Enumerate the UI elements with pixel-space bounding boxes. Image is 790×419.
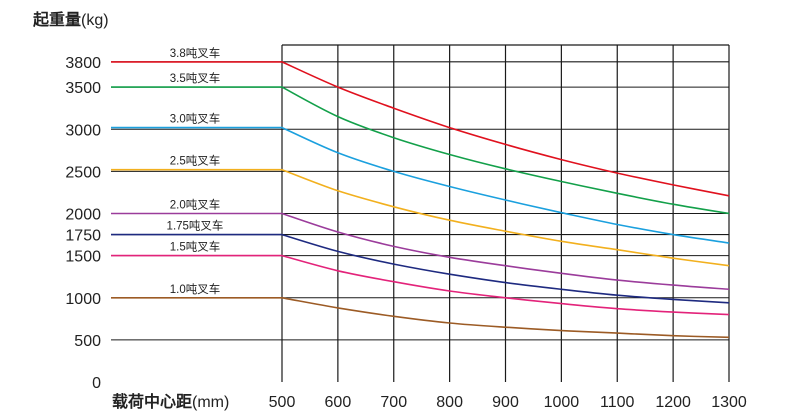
y-tick-label-3800: 3800 xyxy=(65,55,101,72)
y-axis-title-bold: 起重量 xyxy=(32,10,81,29)
y-tick-label-3000: 3000 xyxy=(65,122,101,139)
series-labels: 3.8吨叉车 3.5吨叉车 3.0吨叉车 2.5吨叉车 2.0吨叉车 1.75吨叉车 1.5… xyxy=(167,46,224,296)
series-label-0: 3.8吨叉车 xyxy=(170,46,221,60)
y-tick-label-1000: 1000 xyxy=(65,291,101,308)
series-label-7: 1.0吨叉车 xyxy=(170,282,221,296)
y-axis-title-unit: (kg) xyxy=(81,12,109,29)
x-tick-label-700: 700 xyxy=(380,394,407,411)
x-tick-label-800: 800 xyxy=(436,394,463,411)
x-axis-title-unit: (mm) xyxy=(192,394,229,411)
y-tick-label-2500: 2500 xyxy=(65,164,101,181)
x-tick-label-1200: 1200 xyxy=(655,394,691,411)
y-tick-label-1500: 1500 xyxy=(65,249,101,266)
y-axis-title: 起重量(kg) xyxy=(32,10,109,29)
series-label-4: 2.0吨叉车 xyxy=(170,198,221,212)
axis-ticks: 500 600 700 800 900 1000 1100 1200 1300 0 500 1000 1… xyxy=(65,55,746,411)
y-tick-label-500: 500 xyxy=(74,333,101,350)
x-tick-label-1100: 1100 xyxy=(600,394,635,411)
series-line-2 xyxy=(111,126,730,244)
y-tick-label-0: 0 xyxy=(92,375,101,392)
y-tick-label-3500: 3500 xyxy=(65,80,101,97)
series-line-5 xyxy=(111,233,730,304)
x-axis-title: 载荷中心距(mm) xyxy=(112,392,229,411)
series-label-3: 2.5吨叉车 xyxy=(170,154,221,168)
y-tick-label-1750: 1750 xyxy=(65,228,101,245)
series-line-1 xyxy=(111,86,730,215)
x-tick-label-1000: 1000 xyxy=(544,394,580,411)
series-line-3 xyxy=(111,168,730,267)
x-tick-label-600: 600 xyxy=(325,394,352,411)
series-label-5: 1.75吨叉车 xyxy=(167,219,224,233)
series-line-4 xyxy=(111,212,730,291)
series-lines xyxy=(111,61,730,339)
series-line-6 xyxy=(111,254,730,316)
x-axis-title-bold: 载荷中心距 xyxy=(112,392,192,411)
series-line-0 xyxy=(111,61,730,197)
x-tick-label-1300: 1300 xyxy=(711,394,747,411)
x-tick-label-900: 900 xyxy=(492,394,519,411)
y-tick-label-2000: 2000 xyxy=(65,207,101,224)
x-tick-label-500: 500 xyxy=(269,394,296,411)
series-label-6: 1.5吨叉车 xyxy=(170,240,221,254)
series-label-1: 3.5吨叉车 xyxy=(170,71,221,85)
series-line-7 xyxy=(111,297,730,339)
series-label-2: 3.0吨叉车 xyxy=(170,112,221,126)
